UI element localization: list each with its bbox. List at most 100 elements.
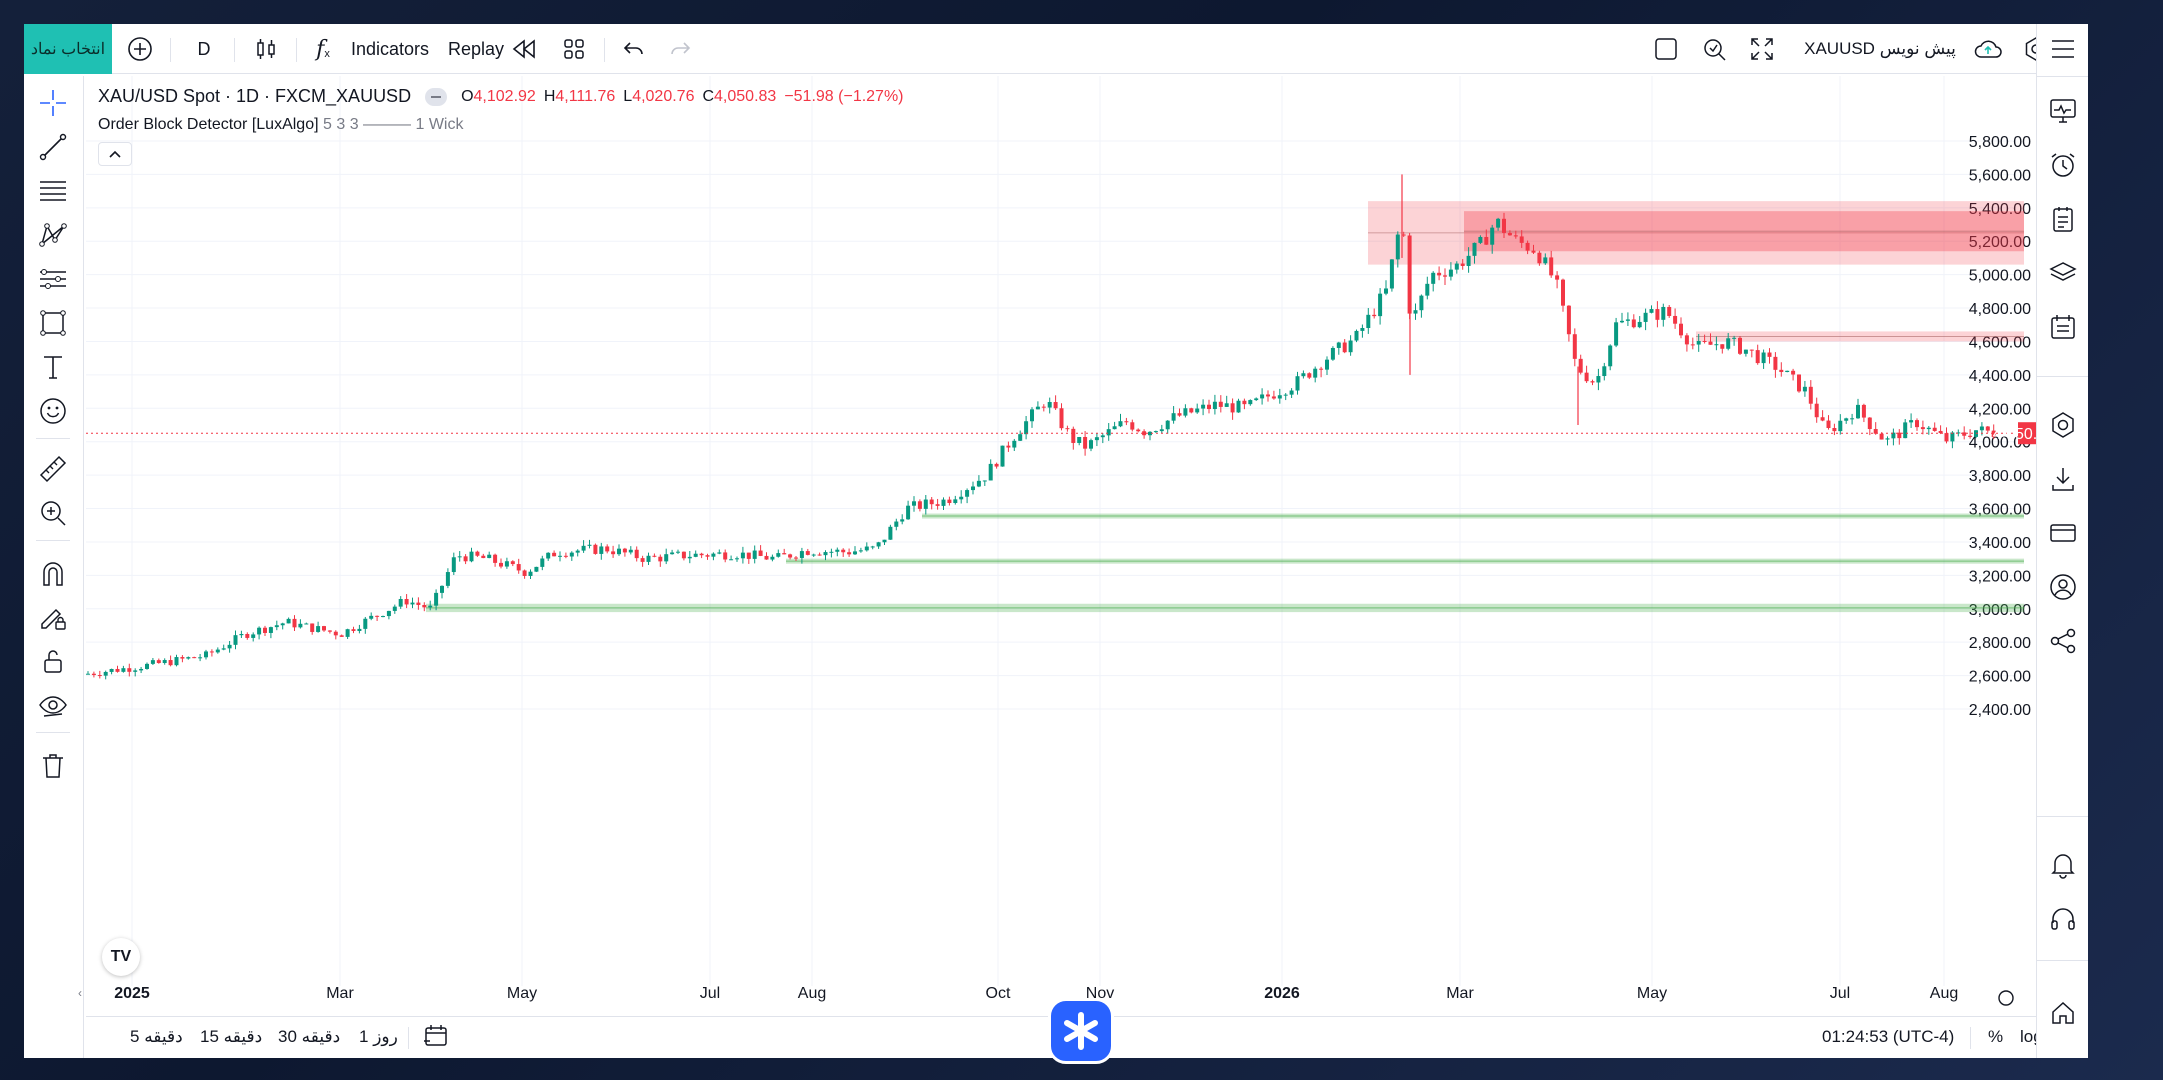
panel-toggle-icon[interactable]: ‹ <box>78 986 82 1000</box>
indicator-legend[interactable]: Order Block Detector [LuxAlgo] 5 3 3 ———… <box>98 116 463 134</box>
share-icon[interactable] <box>2046 624 2080 658</box>
candle-body <box>440 585 444 593</box>
timeframe-15m[interactable]: 15 دقیقه <box>200 1027 263 1046</box>
crosshair-icon[interactable] <box>36 86 70 120</box>
zoom-in-icon[interactable] <box>36 496 70 530</box>
add-symbol-icon[interactable] <box>120 24 160 74</box>
redo-icon[interactable] <box>660 24 700 74</box>
pattern-icon[interactable] <box>36 218 70 252</box>
fullscreen-square-icon[interactable] <box>1646 24 1686 74</box>
clock-label[interactable]: 01:24:53 (UTC-4) <box>1822 1027 1955 1046</box>
price-chart[interactable]: 5,800.00 5,600.00 5,400.00 5,200.00 5,000.00… <box>86 76 2088 1016</box>
interval-button[interactable]: D <box>197 38 211 59</box>
fib-lines-icon[interactable] <box>36 174 70 208</box>
legend-title[interactable]: XAU/USD Spot · 1D · FXCM_XAUUSD <box>98 86 412 106</box>
floating-asterisk-button[interactable] <box>1048 998 1114 1064</box>
indicators-button[interactable]: Indicators <box>350 38 430 59</box>
candle-body <box>1466 255 1471 266</box>
candle-body <box>345 629 350 637</box>
candle-body <box>422 604 427 608</box>
candle-body <box>168 660 173 666</box>
symbol-search-button[interactable]: انتخاب نماد <box>24 24 112 74</box>
tradingview-logo[interactable]: TV <box>102 938 140 976</box>
candle-body <box>1112 426 1117 430</box>
headset-icon[interactable] <box>2046 902 2080 936</box>
candle-body <box>817 554 822 556</box>
cloud-upload-icon[interactable] <box>1968 24 2008 74</box>
layout-grid-icon[interactable] <box>554 24 594 74</box>
candle-body <box>1791 370 1796 375</box>
home-icon[interactable] <box>2046 996 2080 1030</box>
candle-body <box>534 566 539 572</box>
card-icon[interactable] <box>2046 516 2080 550</box>
candle-body <box>434 592 439 606</box>
trend-line-icon[interactable] <box>36 130 70 164</box>
trash-icon[interactable] <box>36 748 70 782</box>
settings-gear-icon[interactable] <box>2046 408 2080 442</box>
legend-dots-icon[interactable] <box>425 87 448 106</box>
candle-body <box>552 552 557 557</box>
candle-body <box>1177 413 1182 416</box>
eye-icon[interactable] <box>36 688 70 722</box>
alarm-clock-icon[interactable] <box>2046 148 2080 182</box>
replay-icon[interactable] <box>504 24 544 74</box>
candle-body <box>1047 402 1052 408</box>
candle-body <box>1690 344 1695 346</box>
undo-icon[interactable] <box>614 24 654 74</box>
timeframe-30m[interactable]: 30 دقیقه <box>278 1027 341 1046</box>
bell-icon[interactable] <box>2046 848 2080 882</box>
timeframe-5m[interactable]: 5 دقیقه <box>130 1027 183 1046</box>
layers-icon[interactable] <box>2046 256 2080 290</box>
price-tick-label: 2,600.00 <box>1969 669 2031 686</box>
quick-search-icon[interactable] <box>1694 24 1734 74</box>
candle-body <box>245 634 250 638</box>
percent-toggle[interactable]: % <box>1988 1027 2004 1046</box>
watchlist-icon[interactable] <box>2046 94 2080 128</box>
calendar-list-icon[interactable] <box>2046 310 2080 344</box>
symbol-label[interactable]: XAUUSD پیش نویس <box>1804 39 1956 58</box>
candle-body <box>1413 310 1418 314</box>
download-icon[interactable] <box>2046 462 2080 496</box>
text-icon[interactable] <box>36 350 70 384</box>
indicator-params: 5 3 3 ——— 1 Wick <box>323 116 464 133</box>
menu-icon[interactable] <box>2046 32 2080 66</box>
candle-body <box>1608 345 1613 367</box>
lock-pencil-icon[interactable] <box>36 600 70 634</box>
candle-body <box>1738 337 1742 354</box>
notes-icon[interactable] <box>2046 202 2080 236</box>
calendar-range-icon[interactable] <box>422 1023 450 1054</box>
candle-body <box>735 558 739 560</box>
candle-body <box>569 552 574 557</box>
ruler-icon[interactable] <box>36 452 70 486</box>
candle-body <box>1944 433 1949 442</box>
candle-body <box>705 555 710 557</box>
indicator-name: Order Block Detector [LuxAlgo] <box>98 116 319 133</box>
asterisk-icon <box>1064 1012 1098 1050</box>
candle-body <box>1655 309 1660 320</box>
forecast-icon[interactable] <box>36 262 70 296</box>
candle-body <box>298 623 303 628</box>
expand-icon[interactable] <box>1742 24 1782 74</box>
unlock-icon[interactable] <box>36 644 70 678</box>
replay-button[interactable]: Replay <box>447 38 505 59</box>
candle-body <box>947 499 952 503</box>
candle-body <box>1820 417 1825 421</box>
candle-body <box>274 625 279 628</box>
candle-body <box>752 550 757 559</box>
candle-body <box>1230 403 1235 413</box>
timeframe-1d[interactable]: 1 روز <box>359 1027 398 1046</box>
candles-icon[interactable] <box>246 24 286 74</box>
candle-body <box>1260 394 1265 399</box>
user-icon[interactable] <box>2046 570 2080 604</box>
candle-body <box>522 570 527 576</box>
rectangle-icon[interactable] <box>36 306 70 340</box>
collapse-legend-button[interactable] <box>98 142 132 166</box>
candle-body <box>516 564 521 571</box>
magnet-icon[interactable] <box>36 556 70 590</box>
chart-pane[interactable]: 5,800.00 5,600.00 5,400.00 5,200.00 5,000.00… <box>86 76 2088 1036</box>
candle-body <box>1490 227 1495 245</box>
candle-body <box>1826 420 1831 429</box>
emoji-icon[interactable] <box>36 394 70 428</box>
candle-body <box>1224 403 1229 407</box>
